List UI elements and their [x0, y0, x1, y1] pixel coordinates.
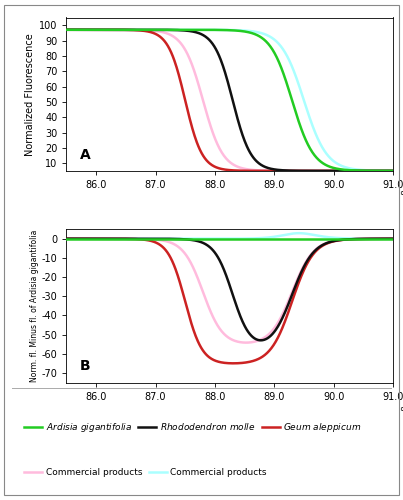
Y-axis label: Normalized Fluorescence: Normalized Fluorescence	[25, 33, 35, 156]
Text: B: B	[79, 359, 90, 373]
Y-axis label: Norm. fl. Minus fl. of Ardisia gigantifolia: Norm. fl. Minus fl. of Ardisia gigantifo…	[30, 230, 39, 382]
Legend: Commercial products, Commercial products: Commercial products, Commercial products	[21, 464, 270, 480]
Text: °C: °C	[399, 407, 403, 417]
Legend: $\it{Ardisia\ gigantifolia}$, $\it{Rhododendron\ molle}$, $\it{Geum\ aleppicum}$: $\it{Ardisia\ gigantifolia}$, $\it{Rhodo…	[21, 418, 365, 438]
Text: A: A	[79, 148, 90, 162]
Text: °C: °C	[399, 191, 403, 201]
